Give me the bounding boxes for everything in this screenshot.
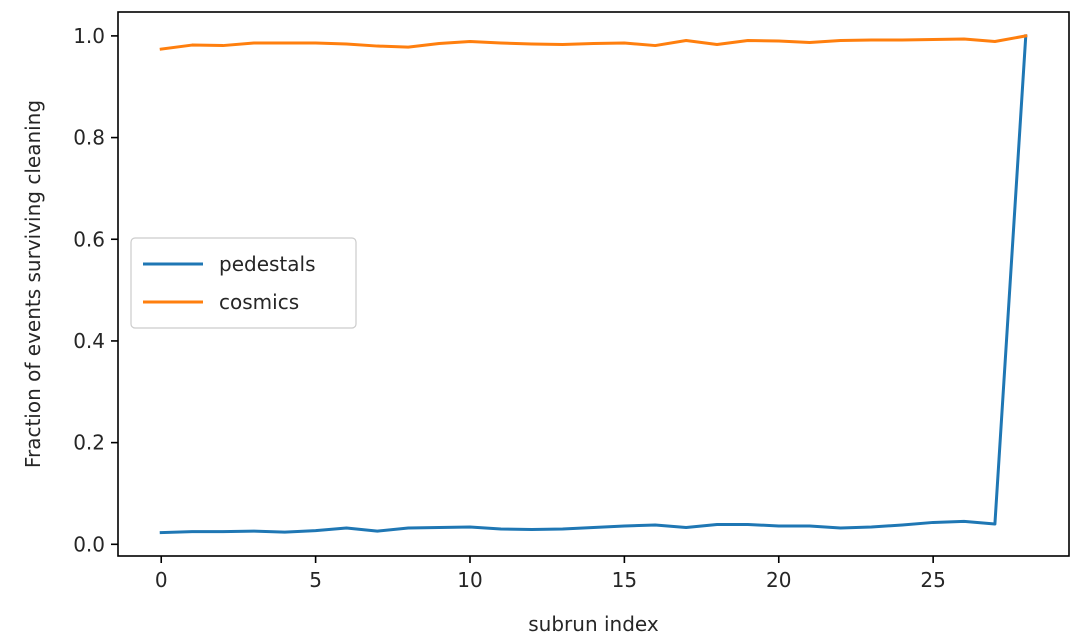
legend-label-cosmics: cosmics <box>219 290 299 314</box>
y-tick-label: 0.0 <box>73 532 105 556</box>
y-tick-label: 0.8 <box>73 126 105 150</box>
x-tick-label: 10 <box>457 568 482 592</box>
x-axis: 0 5 10 15 20 25 <box>155 556 946 592</box>
legend-label-pedestals: pedestals <box>219 252 316 276</box>
legend: pedestals cosmics <box>130 237 357 329</box>
x-tick-label: 25 <box>920 568 945 592</box>
series-layer <box>159 34 1028 535</box>
y-axis: 0.0 0.2 0.4 0.6 0.8 1.0 <box>73 24 118 556</box>
y-axis-label: Fraction of events surviving cleaning <box>21 100 45 468</box>
series-line-cosmics <box>159 34 1028 51</box>
x-tick-label: 0 <box>155 568 168 592</box>
x-tick-label: 20 <box>766 568 791 592</box>
plot-frame <box>117 11 1070 557</box>
x-axis-label: subrun index <box>528 612 659 636</box>
y-tick-label: 0.2 <box>73 431 105 455</box>
legend-box <box>130 237 357 329</box>
x-tick-label: 5 <box>309 568 322 592</box>
x-tick-label: 15 <box>612 568 637 592</box>
y-tick-label: 0.4 <box>73 329 105 353</box>
series-line-pedestals <box>159 34 1028 535</box>
y-tick-label: 1.0 <box>73 24 105 48</box>
y-tick-label: 0.6 <box>73 227 105 251</box>
